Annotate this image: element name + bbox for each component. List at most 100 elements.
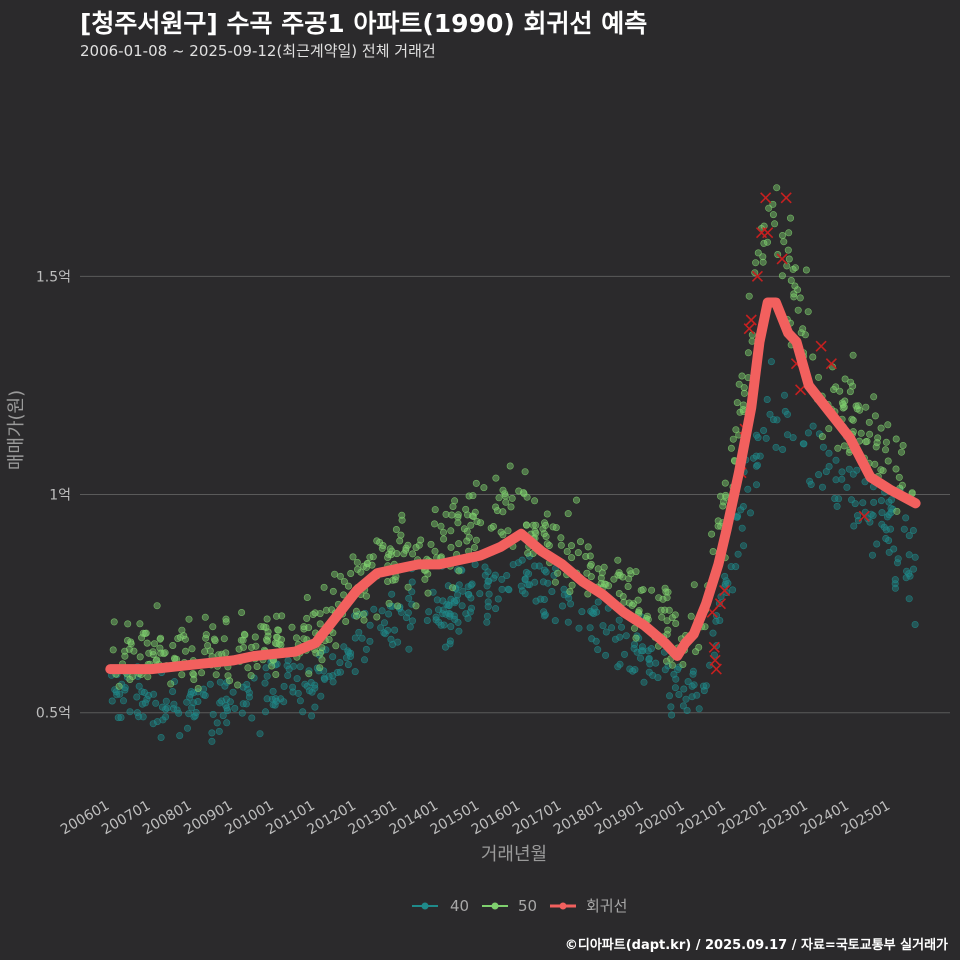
legend-label-regression: 회귀선 xyxy=(586,897,627,915)
data-point xyxy=(841,375,849,383)
data-point xyxy=(252,642,260,650)
data-point xyxy=(425,608,433,616)
data-point xyxy=(690,681,698,689)
data-point xyxy=(340,591,348,599)
data-point xyxy=(305,670,313,678)
data-point xyxy=(278,612,286,620)
data-point xyxy=(320,583,328,591)
data-point xyxy=(447,623,455,631)
data-point xyxy=(344,582,352,590)
data-point xyxy=(357,568,365,576)
data-point xyxy=(136,653,144,661)
data-point xyxy=(455,567,463,575)
data-point xyxy=(894,555,902,563)
data-point xyxy=(269,687,277,695)
data-point xyxy=(799,325,807,333)
data-point xyxy=(625,599,633,607)
data-point xyxy=(472,536,480,544)
data-point xyxy=(458,602,466,610)
data-point xyxy=(906,572,914,580)
data-point xyxy=(551,578,559,586)
data-point xyxy=(178,671,186,679)
data-point xyxy=(854,517,862,525)
data-point xyxy=(584,543,592,551)
data-point xyxy=(484,568,492,576)
legend-dot-regression xyxy=(559,902,567,910)
data-point xyxy=(329,587,337,595)
data-point xyxy=(515,487,523,495)
data-point xyxy=(895,473,903,481)
data-point xyxy=(885,511,893,519)
data-point xyxy=(110,618,118,626)
source-credit: ©디아파트(dapt.kr) / 2025.09.17 / 자료=국토교통부 실… xyxy=(564,938,948,953)
data-point xyxy=(893,507,901,515)
data-point xyxy=(636,654,644,662)
data-point xyxy=(664,588,672,596)
data-point xyxy=(169,641,177,649)
data-point xyxy=(825,425,833,433)
data-point xyxy=(389,576,397,584)
data-point xyxy=(180,632,188,640)
legend-label-50: 50 xyxy=(518,897,537,915)
data-point xyxy=(432,613,440,621)
data-point xyxy=(884,457,892,465)
data-point xyxy=(439,610,447,618)
data-point xyxy=(464,583,472,591)
data-point xyxy=(508,494,516,502)
data-point xyxy=(637,586,645,594)
data-point xyxy=(344,661,352,669)
data-point xyxy=(472,479,480,487)
data-point xyxy=(602,628,610,636)
data-point xyxy=(378,607,386,615)
data-point xyxy=(679,660,687,668)
data-point xyxy=(303,614,311,622)
data-point xyxy=(429,588,437,596)
legend-item-40[interactable]: 40 xyxy=(412,897,469,915)
chart-subtitle: 2006-01-08 ~ 2025-09-12(최근계약일) 전체 거래건 xyxy=(80,42,436,60)
data-point xyxy=(191,712,199,720)
data-point xyxy=(610,575,618,583)
data-point xyxy=(872,443,880,451)
data-point xyxy=(752,431,760,439)
data-point xyxy=(688,693,696,701)
data-point xyxy=(400,550,408,558)
data-point xyxy=(663,657,671,665)
data-point xyxy=(275,626,283,634)
data-point xyxy=(405,645,413,653)
data-point xyxy=(746,509,754,517)
legend-item-50[interactable]: 50 xyxy=(482,897,537,915)
data-point xyxy=(133,693,141,701)
legend-item-regression[interactable]: 회귀선 xyxy=(550,897,627,915)
data-point xyxy=(838,475,846,483)
x-tick-labels: 2006012007012008012009012010012011012012… xyxy=(58,798,893,839)
data-point xyxy=(376,538,384,546)
data-point xyxy=(771,220,779,228)
data-point xyxy=(518,556,526,564)
data-point xyxy=(504,527,512,535)
data-point xyxy=(360,656,368,664)
data-point xyxy=(317,692,325,700)
data-point xyxy=(268,662,276,670)
data-point xyxy=(780,391,788,399)
data-point xyxy=(397,531,405,539)
data-point xyxy=(152,699,160,707)
data-point xyxy=(540,612,548,620)
data-point xyxy=(117,713,125,721)
data-point xyxy=(355,628,363,636)
data-point xyxy=(402,546,410,554)
cancelled-deal-marker xyxy=(760,192,772,204)
data-point xyxy=(201,691,209,699)
data-point xyxy=(201,648,209,656)
data-point xyxy=(125,645,133,653)
data-point xyxy=(785,255,793,263)
data-point xyxy=(690,581,698,589)
data-point xyxy=(316,620,324,628)
data-point xyxy=(194,684,202,692)
data-point xyxy=(734,550,742,558)
data-point xyxy=(781,407,789,415)
data-point xyxy=(752,481,760,489)
data-point xyxy=(554,569,562,577)
data-point xyxy=(247,672,255,680)
cancelled-deal-marker xyxy=(714,598,727,610)
data-point xyxy=(226,698,234,706)
